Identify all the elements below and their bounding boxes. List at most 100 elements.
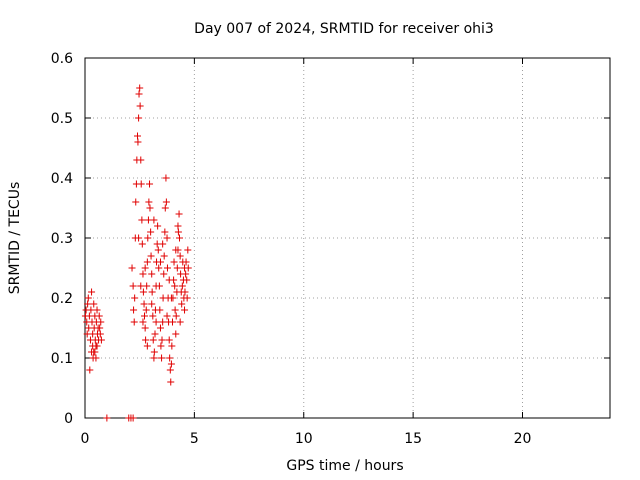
- data-point: [130, 306, 138, 314]
- data-point: [142, 336, 150, 344]
- data-point: [182, 270, 190, 278]
- data-point: [132, 198, 140, 206]
- data-point: [169, 318, 176, 326]
- data-point: [168, 342, 176, 350]
- data-point: [139, 318, 147, 326]
- data-point: [172, 246, 180, 254]
- data-point: [166, 366, 174, 374]
- axis-ticks: 0 0.1 0.2 0.3 0.4 0.5 0.6 0 5 10 15 20: [51, 51, 610, 447]
- data-point: [135, 234, 143, 242]
- data-point: [166, 354, 174, 362]
- data-point: [160, 270, 168, 278]
- data-point: [149, 312, 157, 320]
- data-point: [150, 354, 158, 362]
- grid: [85, 58, 610, 418]
- data-point: [149, 336, 157, 344]
- data-point: [175, 210, 183, 218]
- data-point: [141, 312, 148, 320]
- x-tick-label: 15: [404, 431, 422, 447]
- data-point: [156, 258, 164, 266]
- data-point: [165, 276, 173, 284]
- data-point: [150, 348, 158, 356]
- data-point: [176, 252, 184, 260]
- data-point: [156, 324, 164, 332]
- data-point: [135, 90, 143, 98]
- data-point: [90, 300, 98, 308]
- data-point: [134, 132, 141, 140]
- data-point: [163, 234, 171, 242]
- data-point: [174, 228, 182, 236]
- data-point: [162, 174, 170, 182]
- data-point: [148, 300, 156, 308]
- data-point: [167, 360, 175, 368]
- data-point: [135, 114, 143, 122]
- data-point: [182, 258, 190, 266]
- data-point: [143, 342, 151, 350]
- chart-title: Day 007 of 2024, SRMTID for receiver ohi…: [194, 21, 494, 37]
- data-point: [128, 264, 136, 272]
- data-point: [155, 264, 163, 272]
- data-point: [148, 288, 156, 296]
- x-axis-label: GPS time / hours: [286, 458, 403, 474]
- data-point: [161, 228, 169, 236]
- data-point: [172, 330, 180, 338]
- data-point: [152, 318, 160, 326]
- data-point: [91, 348, 99, 356]
- y-tick-label: 0.2: [51, 291, 73, 307]
- data-point: [154, 246, 162, 254]
- data-point: [158, 354, 166, 362]
- data-point: [146, 180, 154, 188]
- data-point: [176, 234, 183, 242]
- data-point: [134, 138, 142, 146]
- data-point: [158, 336, 166, 344]
- data-points: [81, 84, 192, 422]
- data-point: [140, 300, 148, 308]
- data-point: [181, 288, 189, 296]
- data-point: [137, 282, 145, 290]
- data-point: [129, 414, 137, 422]
- data-point: [89, 330, 97, 338]
- data-point: [86, 366, 94, 374]
- data-point: [145, 198, 153, 206]
- data-point: [93, 342, 101, 350]
- data-point: [183, 294, 191, 302]
- data-point: [84, 300, 92, 308]
- data-point: [148, 270, 156, 278]
- data-point: [160, 252, 168, 260]
- y-tick-label: 0.5: [51, 111, 73, 127]
- data-point: [162, 198, 170, 206]
- data-point: [156, 306, 164, 314]
- y-tick-label: 0.6: [51, 51, 73, 67]
- y-tick-label: 0.3: [51, 231, 73, 247]
- data-point: [178, 282, 186, 290]
- data-point: [159, 240, 167, 248]
- data-point: [96, 324, 104, 332]
- data-point: [139, 288, 147, 296]
- data-point: [167, 378, 175, 386]
- data-point: [87, 306, 95, 314]
- data-point: [146, 204, 154, 212]
- data-point: [165, 336, 173, 344]
- data-point: [88, 288, 96, 296]
- data-point: [143, 258, 151, 266]
- data-point: [172, 312, 180, 320]
- data-point: [151, 330, 159, 338]
- data-point: [181, 264, 189, 272]
- data-point: [183, 276, 191, 284]
- data-point: [167, 294, 175, 302]
- data-point: [92, 354, 100, 362]
- data-point: [138, 216, 146, 224]
- x-tick-label: 10: [295, 431, 313, 447]
- data-point: [84, 294, 92, 302]
- data-point: [96, 330, 104, 338]
- data-point: [141, 324, 149, 332]
- data-point: [139, 270, 147, 278]
- y-tick-label: 0.4: [51, 171, 73, 187]
- data-point: [131, 294, 139, 302]
- data-point: [150, 216, 158, 224]
- data-point: [138, 240, 146, 248]
- data-point: [170, 258, 178, 266]
- data-point: [137, 156, 145, 164]
- data-point: [93, 306, 101, 314]
